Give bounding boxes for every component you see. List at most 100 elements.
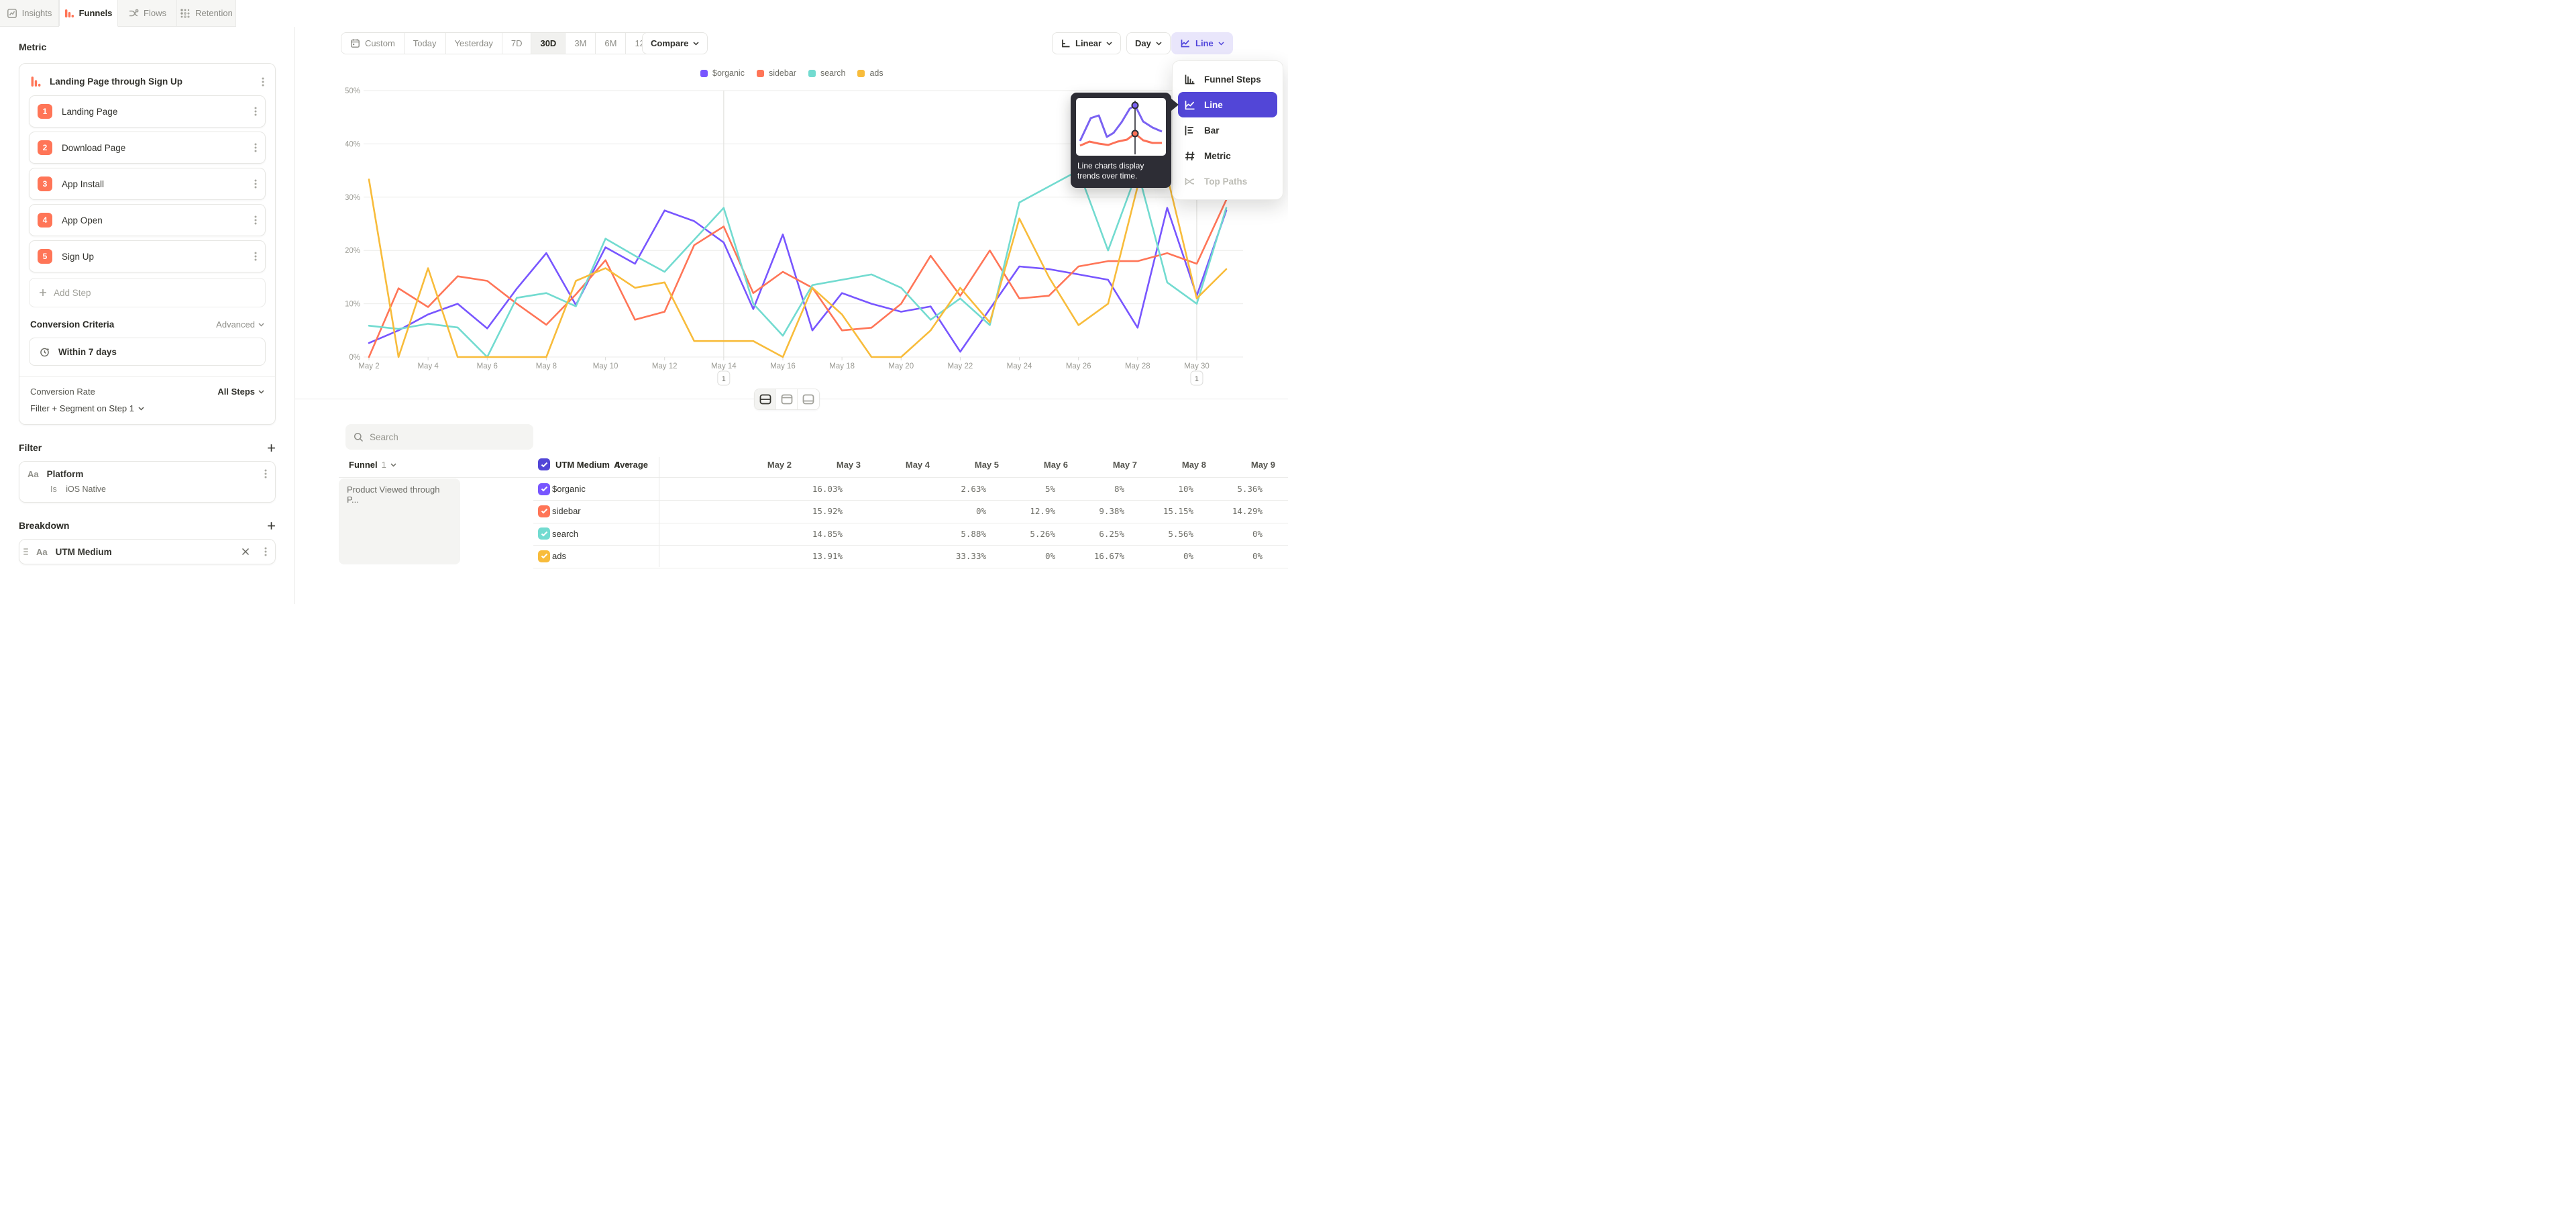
tooltip-arrow — [1171, 99, 1179, 111]
scale-dropdown[interactable]: Linear — [1052, 32, 1121, 54]
range-label: Custom — [365, 38, 395, 48]
bottom-view-button[interactable] — [798, 389, 819, 409]
kebab-icon[interactable] — [264, 546, 267, 557]
tab-flows[interactable]: Flows — [118, 0, 177, 27]
filter-property-row[interactable]: Aa Platform — [28, 468, 267, 479]
menu-item-funnel-steps[interactable]: Funnel Steps — [1178, 66, 1277, 92]
breakdown-property-row[interactable]: Aa UTM Medium — [28, 546, 267, 557]
breakdown-select-all-checkbox[interactable] — [538, 458, 550, 470]
tab-insights[interactable]: Insights — [0, 0, 59, 27]
line-chart-icon — [1184, 99, 1196, 111]
filter-condition[interactable]: Is iOS Native — [28, 479, 267, 495]
series-checkbox[interactable] — [538, 550, 550, 562]
kebab-icon[interactable] — [254, 215, 257, 225]
cell-value: 0% — [1252, 551, 1263, 561]
step-menu[interactable] — [254, 142, 257, 153]
interval-dropdown[interactable]: Day — [1126, 32, 1171, 54]
menu-item-metric[interactable]: Metric — [1178, 143, 1277, 168]
funnel-step-1[interactable]: 1Landing Page — [29, 95, 266, 128]
kebab-icon[interactable] — [254, 106, 257, 117]
column-header-may-3: May 3 — [837, 460, 861, 470]
metric-section-title: Metric — [19, 42, 46, 52]
step-menu[interactable] — [254, 251, 257, 262]
range-30d[interactable]: 30D — [531, 33, 566, 54]
step-menu[interactable] — [254, 215, 257, 225]
funnel-title-row[interactable]: Landing Page through Sign Up — [29, 72, 266, 95]
svg-text:May 10: May 10 — [593, 362, 619, 370]
chart-type-label: Line — [1195, 38, 1214, 48]
range-3m[interactable]: 3M — [566, 33, 596, 54]
series-name: $organic — [552, 484, 586, 494]
funnel-step-4[interactable]: 4App Open — [29, 204, 266, 236]
svg-text:1: 1 — [1195, 375, 1199, 383]
insights-icon — [7, 8, 17, 19]
step-menu[interactable] — [254, 106, 257, 117]
add-step-button[interactable]: Add Step — [29, 278, 266, 307]
menu-item-bar[interactable]: Bar — [1178, 117, 1277, 143]
funnel-step-2[interactable]: 2Download Page — [29, 132, 266, 164]
funnel-steps-list: 1Landing Page 2Download Page 3App Install 4… — [29, 95, 266, 272]
chart-type-dropdown[interactable]: Line — [1171, 32, 1233, 54]
tab-label: Retention — [195, 8, 233, 18]
series-checkbox[interactable] — [538, 483, 550, 495]
tooltip-preview-chart — [1076, 98, 1166, 156]
annotation-marker[interactable]: 1 — [718, 371, 730, 385]
series-line-ads[interactable] — [369, 176, 1226, 357]
menu-item-label: Top Paths — [1204, 177, 1247, 187]
top-view-button[interactable] — [776, 389, 798, 409]
range-today[interactable]: Today — [405, 33, 446, 54]
funnel-steps-icon — [1184, 74, 1196, 85]
step-label: Download Page — [62, 143, 245, 153]
interval-label: Day — [1135, 38, 1151, 48]
legend-item-search[interactable]: search — [808, 68, 846, 78]
filter-segment-dropdown[interactable]: Filter + Segment on Step 1 — [29, 398, 266, 415]
funnel-step-3[interactable]: 3App Install — [29, 168, 266, 200]
legend-item-organic[interactable]: $organic — [700, 68, 745, 78]
series-checkbox[interactable] — [538, 527, 550, 540]
range-7d[interactable]: 7D — [502, 33, 532, 54]
menu-item-line[interactable]: Line — [1178, 92, 1277, 117]
all-steps-dropdown[interactable]: All Steps — [217, 387, 264, 397]
compare-button[interactable]: Compare — [642, 32, 708, 54]
range-yesterday[interactable]: Yesterday — [446, 33, 502, 54]
add-filter-button[interactable] — [267, 444, 276, 452]
breakdown-property-card: Aa UTM Medium — [19, 539, 276, 564]
tab-funnels[interactable]: Funnels — [59, 0, 118, 27]
kebab-icon[interactable] — [254, 142, 257, 153]
svg-text:May 22: May 22 — [948, 362, 973, 370]
step-menu[interactable] — [254, 179, 257, 189]
table-funnel-header[interactable]: Funnel1 — [349, 460, 396, 470]
legend-item-ads[interactable]: ads — [857, 68, 883, 78]
kebab-icon[interactable] — [254, 251, 257, 262]
column-header-may-2: May 2 — [767, 460, 792, 470]
tab-retention[interactable]: Retention — [177, 0, 236, 27]
table-row-ads: ads13.91%33.33%0%16.67%0%0%0%0%14.29%16.… — [533, 545, 1288, 567]
divider — [19, 376, 275, 377]
cell-value: 0% — [976, 506, 986, 516]
remove-breakdown-icon[interactable] — [241, 548, 250, 556]
kebab-icon[interactable] — [254, 179, 257, 189]
kebab-icon[interactable] — [262, 77, 264, 87]
range-custom[interactable]: Custom — [341, 33, 405, 54]
series-checkbox[interactable] — [538, 505, 550, 517]
split-view-button[interactable] — [755, 389, 776, 409]
conversion-window-pill[interactable]: Within 7 days — [29, 338, 266, 366]
split-view-icon — [759, 394, 771, 405]
annotation-marker[interactable]: 1 — [1191, 371, 1203, 385]
drag-handle-icon[interactable] — [23, 548, 28, 555]
advanced-dropdown[interactable]: Advanced — [216, 319, 264, 330]
funnel-row-label[interactable]: Product Viewed through P... — [339, 479, 460, 564]
range-6m[interactable]: 6M — [596, 33, 626, 54]
chevron-down-icon — [258, 323, 264, 327]
column-header-may-9: May 9 — [1251, 460, 1275, 470]
conversion-rate-row: Conversion Rate All Steps — [29, 385, 266, 398]
legend-item-sidebar[interactable]: sidebar — [757, 68, 796, 78]
column-header-average: Average — [614, 460, 648, 470]
add-breakdown-button[interactable] — [267, 521, 276, 530]
search-input[interactable] — [370, 432, 525, 442]
cell-value: 9.38% — [1099, 506, 1124, 516]
kebab-icon[interactable] — [264, 468, 267, 479]
tab-label: Flows — [144, 8, 166, 18]
funnel-step-5[interactable]: 5Sign Up — [29, 240, 266, 272]
divider — [533, 500, 1288, 501]
